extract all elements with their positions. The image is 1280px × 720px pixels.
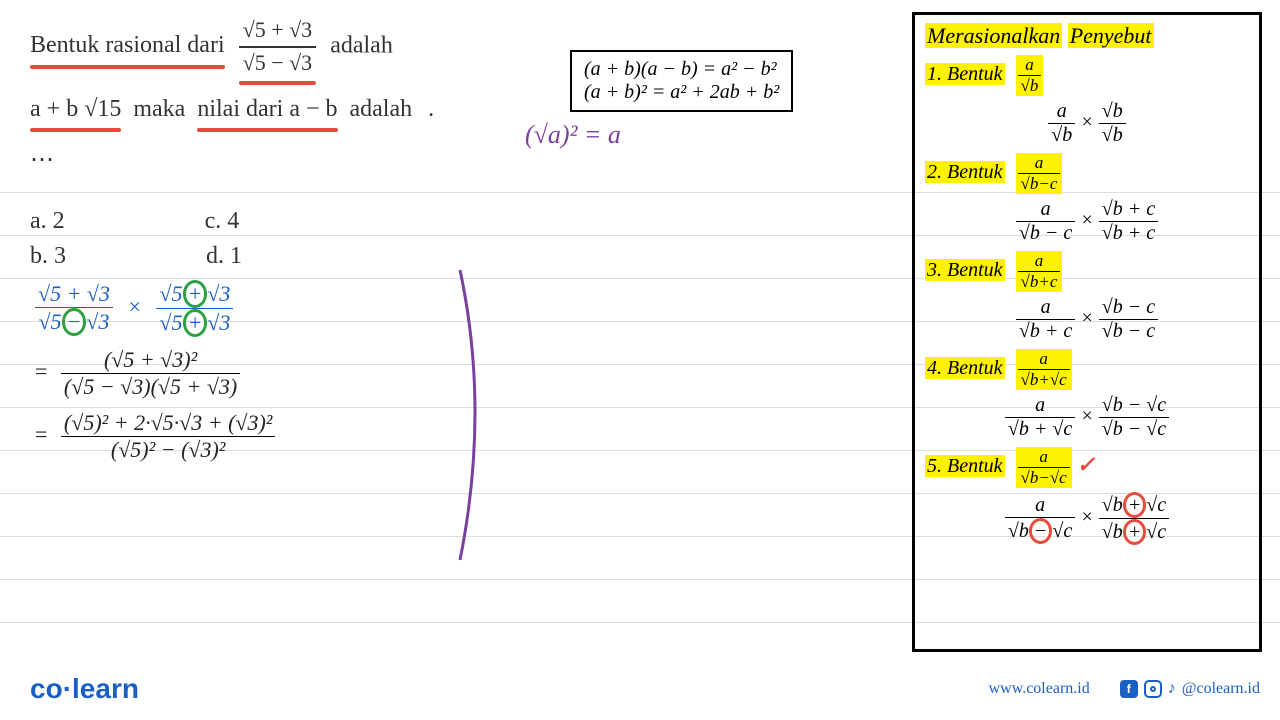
bentuk-3-formula: a√b + c × √b − c√b − c xyxy=(925,296,1249,343)
footer: co·learn www.colearn.id f ♪ @colearn.id xyxy=(30,673,1260,705)
website-url: www.colearn.id xyxy=(989,680,1090,698)
bentuk-3: 3. Bentuk a √b+c xyxy=(925,251,1249,292)
bentuk-5: 5. Bentuk a √b−√c ✓ xyxy=(925,447,1249,488)
option-b: b. 3 xyxy=(30,243,66,270)
purple-note: (√a)² = a xyxy=(525,120,621,150)
bentuk-1-formula: a√b × √b√b xyxy=(925,100,1249,147)
problem-line2-mid: maka xyxy=(133,96,185,122)
formula-1: (a + b)(a − b) = a² − b² xyxy=(584,58,779,81)
right-panel: Merasionalkan Penyebut 1. Bentuk a √b a√… xyxy=(912,12,1262,652)
problem-prefix: Bentuk rasional dari xyxy=(30,29,225,63)
tiktok-icon: ♪ xyxy=(1168,680,1176,698)
problem-fraction: √5 + √3 √5 − √3 xyxy=(239,15,317,79)
formula-2: (a + b)² = a² + 2ab + b² xyxy=(584,81,779,104)
problem-suffix: adalah xyxy=(330,32,393,58)
bentuk-2: 2. Bentuk a √b−c xyxy=(925,153,1249,194)
work-area: √5 + √3 √5−√3 × √5+√3 √5+√3 = (√5 + √3)²… xyxy=(35,280,465,469)
work-line-1: √5 + √3 √5−√3 × √5+√3 √5+√3 xyxy=(35,280,465,337)
instagram-icon xyxy=(1144,680,1162,698)
problem-line2-prefix: a + b √15 xyxy=(30,93,121,127)
checkmark-icon: ✓ xyxy=(1077,452,1095,477)
problem-line2-suffix: adalah xyxy=(350,96,413,122)
problem-line2-phrase: nilai dari a − b xyxy=(197,93,337,127)
bentuk-4-formula: a√b + √c × √b − √c√b − √c xyxy=(925,394,1249,441)
bentuk-4: 4. Bentuk a √b+√c xyxy=(925,349,1249,390)
bentuk-5-formula: a √b−√c × √b+√c √b+√c xyxy=(925,492,1249,545)
option-a: a. 2 xyxy=(30,208,65,235)
work-line-3: = (√5)² + 2·√5·√3 + (√3)² (√5)² − (√3)² xyxy=(35,410,465,463)
option-c: c. 4 xyxy=(205,208,240,235)
option-d: d. 1 xyxy=(206,243,242,270)
work-line-2: = (√5 + √3)² (√5 − √3)(√5 + √3) xyxy=(35,347,465,400)
formula-box: (a + b)(a − b) = a² − b² (a + b)² = a² +… xyxy=(570,50,793,112)
bentuk-2-formula: a√b − c × √b + c√b + c xyxy=(925,198,1249,245)
bentuk-1: 1. Bentuk a √b xyxy=(925,55,1249,96)
social-handles: f ♪ @colearn.id xyxy=(1120,680,1260,698)
answer-options: a. 2 c. 4 b. 3 d. 1 xyxy=(30,208,620,270)
facebook-icon: f xyxy=(1120,680,1138,698)
logo: co·learn xyxy=(30,673,139,705)
panel-title: Merasionalkan Penyebut xyxy=(925,23,1249,49)
